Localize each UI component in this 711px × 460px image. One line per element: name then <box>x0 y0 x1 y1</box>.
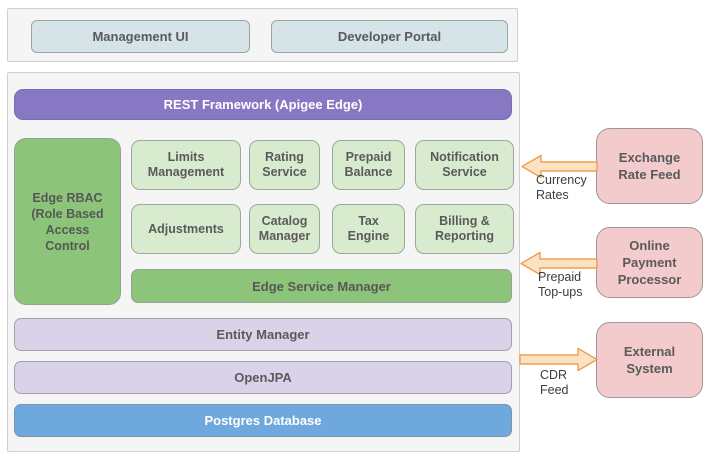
rest-framework-bar: REST Framework (Apigee Edge) <box>14 89 512 120</box>
cdr-feed-arrow-right-icon <box>519 347 598 372</box>
service-box-catalog-manager: Catalog Manager <box>249 204 320 254</box>
service-label: Rating Service <box>262 150 307 179</box>
management-ui-label: Management UI <box>92 29 189 44</box>
online-payment-processor-box: Online Payment Processor <box>596 227 703 298</box>
developer-portal-box: Developer Portal <box>271 20 508 53</box>
service-box-prepaid-balance: Prepaid Balance <box>332 140 405 190</box>
edge-platform-panel: REST Framework (Apigee Edge) Edge RBAC (… <box>7 72 520 452</box>
service-label: Catalog Manager <box>258 214 311 243</box>
service-box-rating-service: Rating Service <box>249 140 320 190</box>
service-box-notification-service: Notification Service <box>415 140 514 190</box>
entity-manager-label: Entity Manager <box>216 327 310 342</box>
management-ui-box: Management UI <box>31 20 250 53</box>
service-box-billing-reporting: Billing & Reporting <box>415 204 514 254</box>
entity-manager-bar: Entity Manager <box>14 318 512 351</box>
currency-rates-label: Currency Rates <box>536 173 587 202</box>
exchange-rate-feed-box: Exchange Rate Feed <box>596 128 703 204</box>
currency-rates-arrow-left-icon <box>521 154 598 179</box>
openjpa-label: OpenJPA <box>234 370 292 385</box>
postgres-database-label: Postgres Database <box>204 413 322 428</box>
external-system-box: External System <box>596 322 703 398</box>
exchange-rate-feed-label: Exchange Rate Feed <box>618 150 681 182</box>
service-box-limits-management: Limits Management <box>131 140 241 190</box>
external-system-label: External System <box>623 344 676 376</box>
service-label: Notification Service <box>430 150 499 179</box>
online-payment-processor-label: Online Payment Processor <box>617 238 682 287</box>
service-label: Tax Engine <box>347 214 390 243</box>
service-label: Billing & Reporting <box>434 214 495 243</box>
edge-rbac-box: Edge RBAC (Role Based Access Control <box>14 138 121 305</box>
developer-portal-label: Developer Portal <box>337 29 442 44</box>
client-layer-panel: Management UI Developer Portal <box>7 8 518 62</box>
service-box-tax-engine: Tax Engine <box>332 204 405 254</box>
edge-rbac-label: Edge RBAC (Role Based Access Control <box>31 190 104 253</box>
service-label: Adjustments <box>148 221 224 236</box>
prepaid-topups-arrow-left-icon <box>520 251 598 276</box>
service-label: Limits Management <box>147 150 225 179</box>
service-box-adjustments: Adjustments <box>131 204 241 254</box>
edge-service-manager-label: Edge Service Manager <box>252 278 391 294</box>
service-label: Prepaid Balance <box>344 150 393 179</box>
prepaid-topups-label: Prepaid Top-ups <box>538 270 583 299</box>
cdr-feed-label: CDR Feed <box>540 368 569 397</box>
openjpa-bar: OpenJPA <box>14 361 512 394</box>
edge-service-manager-bar: Edge Service Manager <box>131 269 512 303</box>
postgres-database-bar: Postgres Database <box>14 404 512 437</box>
rest-framework-label: REST Framework (Apigee Edge) <box>163 97 363 112</box>
